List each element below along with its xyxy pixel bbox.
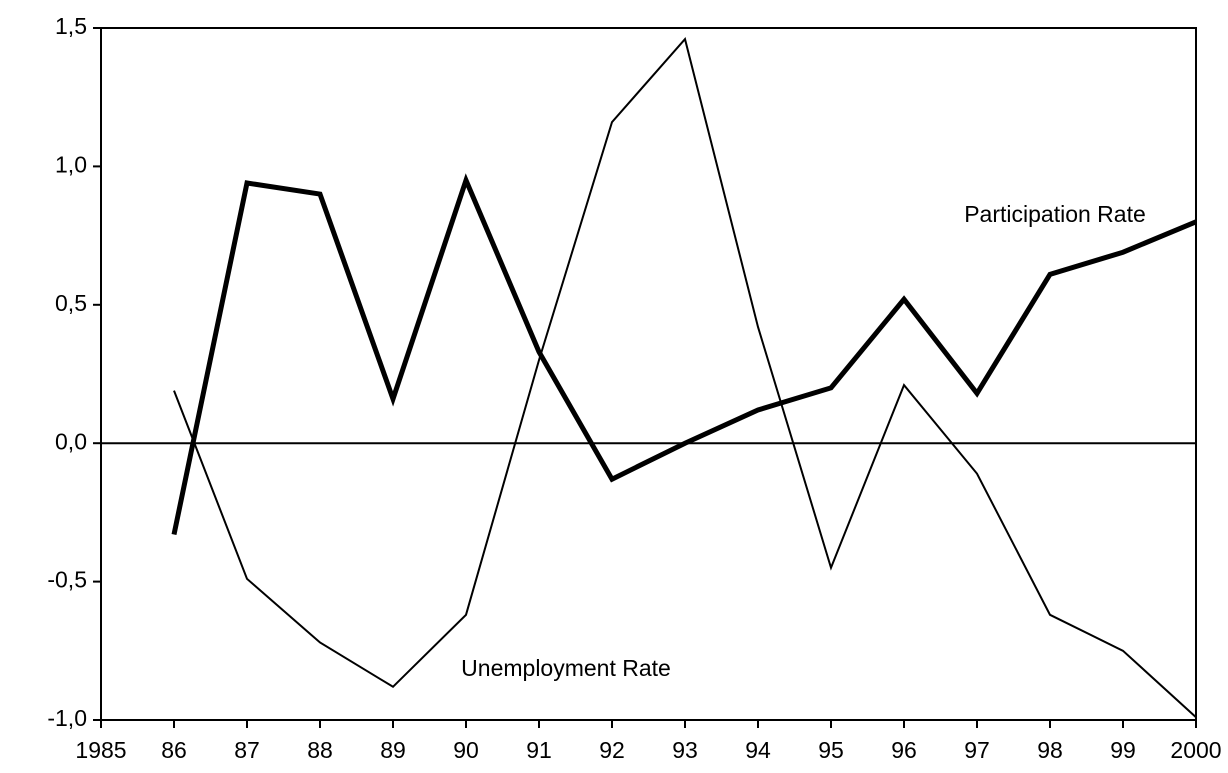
x-tick-label: 88	[307, 737, 333, 763]
x-tick-label: 95	[818, 737, 844, 763]
x-tick-label: 97	[964, 737, 990, 763]
y-tick-label: -1,0	[47, 705, 87, 731]
y-tick-label: -0,5	[47, 567, 87, 593]
x-tick-label: 87	[234, 737, 260, 763]
x-tick-label: 96	[891, 737, 917, 763]
x-tick-label: 90	[453, 737, 479, 763]
y-tick-label: 0,0	[55, 428, 87, 454]
x-tick-label: 2000	[1170, 737, 1221, 763]
series-line	[173, 36, 1197, 718]
y-tick-label: 0,5	[55, 290, 87, 316]
x-tick-label: 98	[1037, 737, 1063, 763]
x-tick-label: 1985	[75, 737, 126, 763]
x-tick-label: 94	[745, 737, 771, 763]
x-tick-label: 86	[161, 737, 187, 763]
plot-frame	[100, 27, 1197, 721]
x-tick-label: 91	[526, 737, 552, 763]
series-line	[171, 173, 1197, 536]
y-tick-label: 1,5	[55, 13, 87, 39]
x-tick-label: 92	[599, 737, 625, 763]
y-tick-label: 1,0	[55, 151, 87, 177]
x-tick-label: 89	[380, 737, 406, 763]
x-tick-label: 99	[1110, 737, 1136, 763]
x-tick-label: 93	[672, 737, 698, 763]
series-label: Unemployment Rate	[461, 655, 671, 681]
series-label: Participation Rate	[964, 201, 1146, 227]
